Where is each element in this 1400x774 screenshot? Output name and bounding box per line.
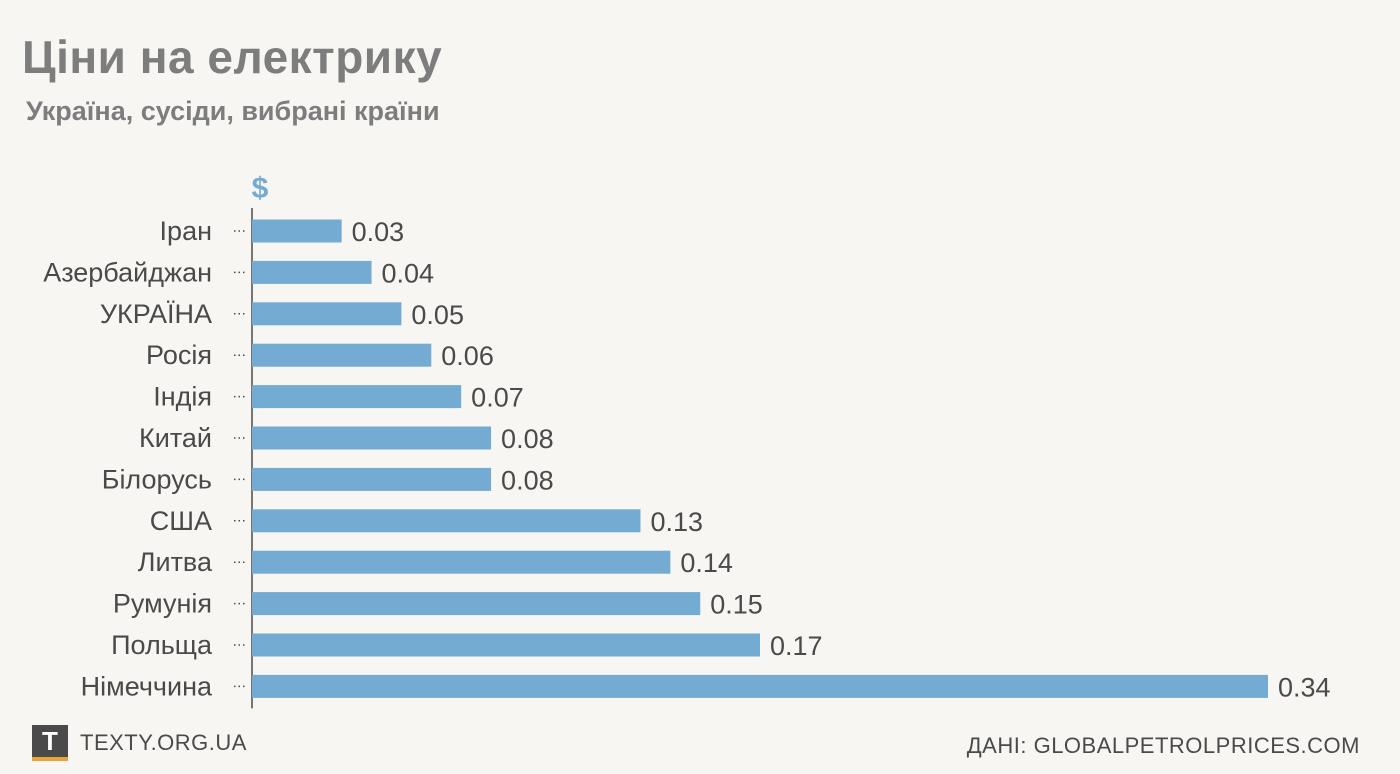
bar [252,385,462,409]
category-label: Білорусь [102,464,212,494]
data-source: ДАНІ: GLOBALPETROLPRICES.COM [966,733,1360,758]
category-label: Росія [146,340,212,370]
chart-title: Ціни на електрику [22,31,443,83]
bar [252,260,372,284]
site-name: TEXTY.ORG.UA [80,730,247,755]
value-label: 0.07 [471,383,524,413]
category-label: Німеччина [81,671,213,701]
category-label: США [150,506,212,536]
category-label: Китай [139,423,212,453]
value-label: 0.08 [501,465,554,495]
category-label: Азербайджан [43,257,212,287]
category-label: Литва [138,547,213,577]
value-label: 0.15 [710,590,763,620]
bar [252,467,492,491]
bar [252,592,701,616]
unit-label: $ [252,172,269,205]
category-label: УКРАЇНА [100,299,212,329]
value-label: 0.06 [441,341,494,371]
value-label: 0.05 [411,300,464,330]
texty-logo: T [32,725,68,761]
bar [252,674,1268,698]
bar [252,302,402,326]
category-label: Іран [160,216,212,246]
value-label: 0.34 [1278,672,1331,702]
value-label: 0.03 [352,217,405,247]
category-label: Румунія [113,589,212,619]
value-label: 0.08 [501,424,554,454]
category-label: Польща [111,630,213,660]
chart-subtitle: Україна, сусіди, вибрані країни [26,96,440,126]
logo-letter: T [42,726,58,756]
bar [252,633,760,657]
category-label: Індія [153,382,212,412]
value-label: 0.17 [770,631,823,661]
value-label: 0.14 [680,548,733,578]
bar [252,219,342,243]
value-label: 0.04 [382,258,435,288]
footer-branding: T TEXTY.ORG.UA [32,724,247,762]
bar [252,343,432,367]
bar [252,509,641,533]
value-label: 0.13 [650,507,703,537]
bar [252,550,671,574]
bar [252,426,492,450]
